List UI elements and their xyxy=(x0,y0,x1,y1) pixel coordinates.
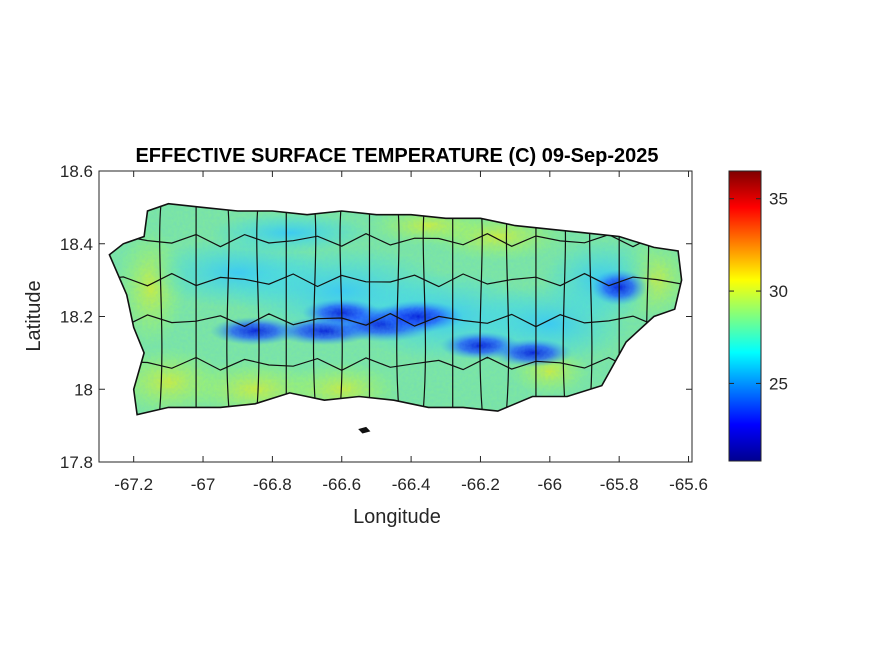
chart-title: EFFECTIVE SURFACE TEMPERATURE (C) 09-Sep… xyxy=(135,145,658,167)
y-axis: 17.8 18 18.2 18.4 18.6 xyxy=(60,162,692,472)
y-axis-label: Latitude xyxy=(23,280,45,351)
boundary-line xyxy=(157,203,163,415)
x-tick-label: -66.6 xyxy=(322,475,361,494)
colorbar-ticks: 25 30 35 xyxy=(729,190,788,393)
colorbar-tick-label: 25 xyxy=(769,374,788,393)
islet xyxy=(358,426,371,434)
x-tick-label: -66.8 xyxy=(253,475,292,494)
y-tick-label: 18.2 xyxy=(60,308,93,327)
x-tick-label: -66.4 xyxy=(392,475,431,494)
boundary-line xyxy=(254,203,260,415)
boundary-line xyxy=(338,203,343,415)
x-axis: -67.2 -67 -66.8 -66.6 -66.4 -66.2 -66 -65.8 -65.… xyxy=(114,171,708,494)
x-tick-label: -67.2 xyxy=(114,475,153,494)
boundary-line xyxy=(479,203,485,415)
boundary-line xyxy=(109,233,682,248)
x-axis-label: Longitude xyxy=(353,506,441,528)
y-tick-label: 18 xyxy=(74,380,93,399)
boundary-line xyxy=(109,312,682,328)
boundary-line xyxy=(396,203,401,415)
boundary-line xyxy=(312,203,318,415)
boundary-line xyxy=(421,203,427,415)
boundary-line xyxy=(226,203,231,415)
y-tick-label: 17.8 xyxy=(60,453,93,472)
coastline xyxy=(108,202,683,416)
colorbar-gradient xyxy=(728,170,762,462)
colorbar: 25 30 35 xyxy=(728,170,788,462)
colorbar-tick-label: 35 xyxy=(769,190,788,209)
x-tick-label: -65.8 xyxy=(600,475,639,494)
x-tick-label: -66 xyxy=(538,475,563,494)
y-tick-label: 18.4 xyxy=(60,235,93,254)
temperature-field xyxy=(108,202,683,434)
y-tick-label: 18.6 xyxy=(60,162,93,181)
x-tick-label: -65.6 xyxy=(669,475,708,494)
x-tick-label: -66.2 xyxy=(461,475,500,494)
boundary-line xyxy=(109,272,682,288)
colorbar-tick-label: 30 xyxy=(769,282,788,301)
x-tick-label: -67 xyxy=(191,475,216,494)
boundary-line xyxy=(109,356,682,371)
